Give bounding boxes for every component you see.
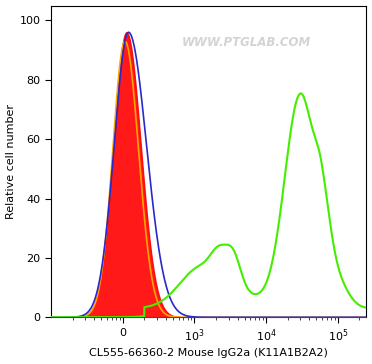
Text: WWW.PTGLAB.COM: WWW.PTGLAB.COM bbox=[182, 36, 311, 50]
X-axis label: CL555-66360-2 Mouse IgG2a (K11A1B2A2): CL555-66360-2 Mouse IgG2a (K11A1B2A2) bbox=[89, 348, 328, 359]
Y-axis label: Relative cell number: Relative cell number bbox=[6, 104, 16, 219]
